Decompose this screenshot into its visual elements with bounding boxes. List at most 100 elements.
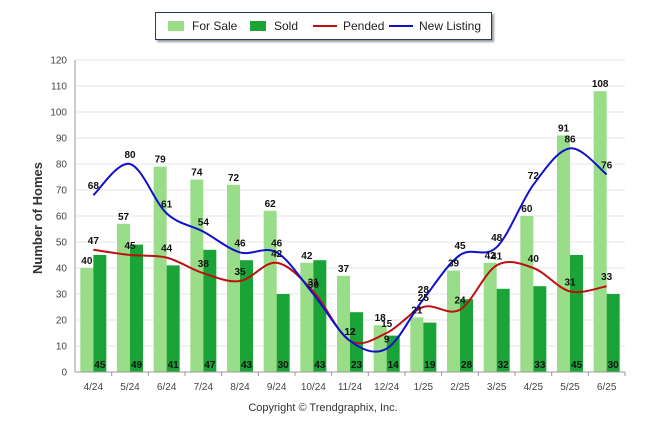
x-tick-label: 8/24 [230, 382, 250, 393]
y-tick-label: 20 [56, 316, 68, 327]
legend-label-pended: Pended [343, 19, 385, 33]
y-tick-label: 40 [56, 264, 68, 275]
label-new-listing: 54 [198, 218, 210, 229]
bar-sold [276, 294, 290, 372]
label-pended: 31 [308, 277, 320, 288]
bar-sold [166, 265, 180, 372]
bar-sold [240, 260, 253, 372]
label-pended: 38 [198, 259, 210, 270]
series-lines [92, 147, 608, 353]
data-labels: 40 45 47 68 57 49 45 80 79 41 44 61 74 47 38 54 72 43 35 46… [81, 79, 619, 371]
label-sold: 41 [168, 360, 180, 371]
label-new-listing: 45 [454, 241, 466, 252]
label-pended: 45 [124, 241, 136, 252]
label-for-sale: 18 [375, 313, 387, 324]
pended-line-swatch [313, 25, 337, 27]
label-pended: 31 [564, 277, 576, 288]
axes: 0 10 20 30 40 50 60 70 80 90 100 110 120 4/24 5/24 6/24… [50, 56, 626, 393]
label-sold: 33 [534, 360, 546, 371]
label-new-listing: 46 [271, 238, 283, 249]
x-tick-label: 7/24 [194, 382, 214, 393]
label-for-sale: 57 [118, 212, 130, 223]
sold-swatch [250, 21, 266, 31]
legend-label-sold: Sold [274, 19, 299, 33]
bar-sold [313, 260, 327, 372]
bar-sold [130, 244, 143, 372]
bar-sold [386, 335, 400, 372]
y-tick-label: 120 [50, 56, 67, 67]
label-pended: 33 [601, 272, 613, 283]
x-tick-label: 12/24 [374, 382, 399, 393]
label-sold: 45 [571, 360, 583, 371]
label-for-sale: 91 [558, 123, 570, 134]
label-sold: 45 [94, 360, 106, 371]
x-tick-label: 9/24 [267, 382, 287, 393]
x-tick-label: 10/24 [301, 382, 326, 393]
label-sold: 19 [424, 360, 436, 371]
label-sold: 30 [608, 360, 620, 371]
label-for-sale: 42 [485, 251, 497, 262]
new-listing-line [92, 147, 608, 353]
bar-sold [496, 288, 510, 372]
label-for-sale: 72 [228, 173, 240, 184]
new-listing-line-swatch [389, 25, 413, 27]
label-pended: 41 [491, 251, 503, 262]
x-tick-label: 5/25 [560, 382, 580, 393]
x-tick-label: 3/25 [487, 382, 507, 393]
legend-label-for-sale: For Sale [192, 19, 238, 33]
for-sale-swatch [168, 21, 184, 31]
label-pended: 44 [161, 244, 173, 255]
label-sold: 43 [314, 360, 326, 371]
label-sold: 23 [351, 360, 363, 371]
label-new-listing: 68 [88, 181, 100, 192]
label-pended: 47 [88, 236, 100, 247]
label-sold: 30 [278, 360, 290, 371]
bar-for-sale [190, 179, 204, 372]
label-pended: 35 [234, 267, 246, 278]
bar-for-sale [593, 91, 607, 372]
label-sold: 47 [204, 360, 216, 371]
legend: For Sale Sold Pended New Listing [155, 12, 492, 40]
label-for-sale: 108 [592, 79, 609, 90]
x-tick-label: 6/25 [597, 382, 617, 393]
label-sold: 43 [241, 360, 253, 371]
label-new-listing: 28 [418, 285, 430, 296]
label-for-sale: 37 [338, 264, 350, 275]
bar-sold [423, 322, 437, 372]
label-new-listing: 86 [564, 134, 576, 145]
x-tick-label: 4/24 [84, 382, 104, 393]
label-new-listing: 30 [308, 280, 320, 291]
label-for-sale: 21 [411, 305, 423, 316]
label-new-listing: 61 [161, 199, 173, 210]
y-axis-title: Number of Homes [30, 162, 45, 274]
y-tick-label: 80 [56, 160, 68, 171]
copyright-text: Copyright © Trendgraphix, Inc. [248, 402, 398, 414]
y-tick-label: 110 [51, 82, 67, 93]
y-tick-label: 100 [50, 108, 67, 119]
label-pended: 25 [418, 293, 430, 304]
label-pended: 42 [271, 249, 283, 260]
bar-for-sale [520, 216, 534, 372]
label-new-listing: 9 [384, 335, 390, 346]
label-for-sale: 39 [448, 259, 460, 270]
bar-for-sale [447, 270, 460, 372]
bar-sold [570, 255, 583, 372]
bar-for-sale [483, 262, 497, 372]
bar-for-sale [337, 275, 350, 372]
x-tick-label: 4/25 [524, 382, 544, 393]
label-for-sale: 60 [521, 204, 533, 215]
label-new-listing: 12 [344, 327, 356, 338]
bar-sold [93, 255, 107, 372]
x-tick-label: 6/24 [157, 382, 177, 393]
label-for-sale: 74 [191, 168, 203, 179]
y-tick-label: 50 [56, 238, 68, 249]
bar-sold [460, 299, 473, 372]
y-tick-label: 30 [56, 290, 68, 301]
y-tick-label: 60 [56, 212, 68, 223]
label-sold: 49 [131, 360, 143, 371]
bar-sold [533, 286, 547, 372]
bar-for-sale [227, 184, 240, 372]
label-sold: 28 [461, 360, 473, 371]
label-for-sale: 79 [155, 155, 167, 166]
